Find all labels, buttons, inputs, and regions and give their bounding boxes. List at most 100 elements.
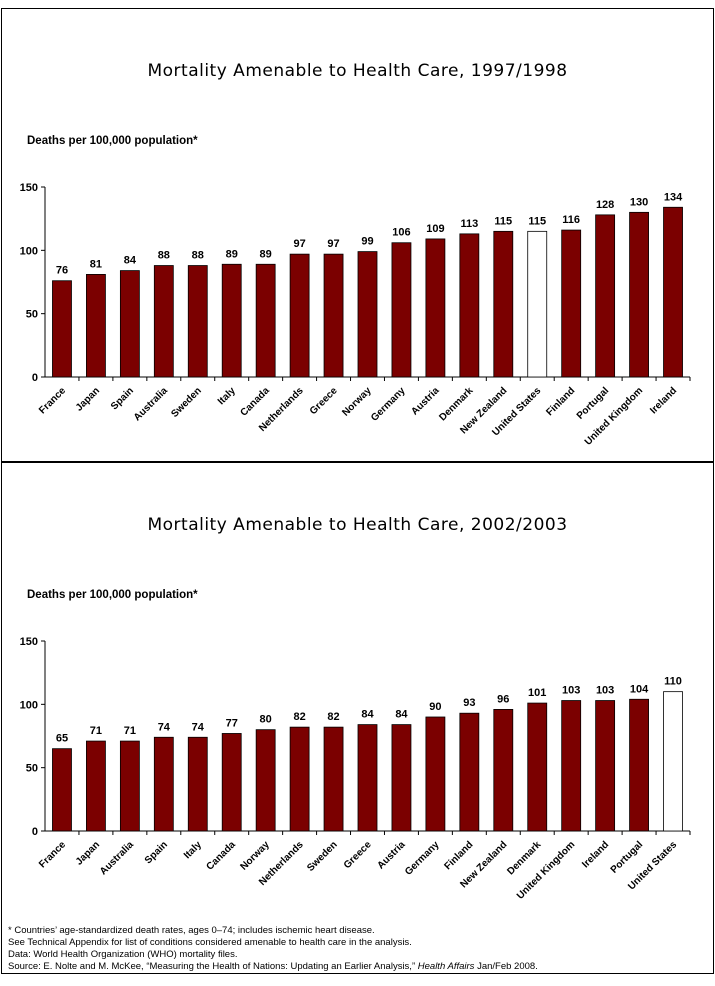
value-label-sweden: 82 — [327, 711, 339, 723]
category-label-finland: Finland — [544, 385, 577, 418]
bar-france — [52, 280, 72, 378]
value-label-canada: 89 — [260, 248, 272, 260]
value-label-ireland: 103 — [596, 685, 614, 697]
bar-netherlands — [289, 253, 310, 378]
footnotes: * Countries’ age-standardized death rate… — [8, 925, 708, 973]
bar-norway — [255, 729, 276, 832]
value-label-new-zealand: 115 — [494, 215, 512, 227]
bar-austria — [425, 238, 446, 378]
category-label-italy: Italy — [216, 385, 238, 407]
bar-new-zealand — [493, 709, 514, 832]
category-label-austria: Austria — [409, 385, 441, 417]
y-tick-label: 0 — [32, 826, 38, 838]
bar-denmark — [527, 702, 548, 832]
category-label-canada: Canada — [205, 839, 239, 873]
bar-spain — [119, 270, 140, 378]
bar-chart-2002-2003: 0 50 100 150 65 France 71 Japan 71 Australia 74 Spa… — [20, 636, 691, 902]
value-label-canada: 77 — [226, 717, 238, 729]
value-label-united-kingdom: 103 — [562, 685, 580, 697]
bar-ireland — [595, 700, 616, 832]
footnote-source: Source: E. Nolte and M. McKee, “Measurin… — [8, 961, 708, 973]
value-label-denmark: 113 — [460, 218, 478, 230]
chart-title: Mortality Amenable to Health Care, 2002/… — [147, 515, 568, 535]
source-date: Jan/Feb 2008. — [474, 961, 538, 972]
bar-united-kingdom — [629, 211, 649, 378]
value-label-germany: 90 — [429, 701, 441, 713]
value-label-australia: 88 — [158, 250, 170, 262]
category-label-united-kingdom: United Kingdom — [583, 385, 645, 447]
y-tick-label: 100 — [20, 699, 38, 711]
value-label-italy: 89 — [226, 248, 238, 260]
bar-greece — [323, 253, 344, 378]
category-label-sweden: Sweden — [169, 385, 204, 420]
bar-japan — [86, 740, 106, 832]
category-label-greece: Greece — [342, 839, 374, 871]
value-label-denmark: 101 — [528, 687, 546, 699]
bar-norway — [357, 251, 378, 378]
value-label-portugal: 104 — [630, 683, 649, 695]
category-label-japan: Japan — [74, 385, 102, 413]
value-label-spain: 84 — [124, 255, 137, 267]
category-label-germany: Germany — [369, 385, 408, 424]
bar-japan — [86, 274, 106, 378]
category-label-greece: Greece — [308, 385, 340, 417]
value-label-netherlands: 82 — [293, 711, 305, 723]
value-label-sweden: 88 — [192, 250, 204, 262]
bar-australia — [153, 265, 174, 378]
value-label-netherlands: 97 — [293, 238, 305, 250]
value-label-spain: 74 — [158, 721, 171, 733]
y-axis-label: Deaths per 100,000 population* — [27, 135, 198, 147]
value-label-austria: 84 — [395, 709, 408, 721]
footnote-data: Data: World Health Organization (WHO) mo… — [8, 949, 238, 960]
value-label-new-zealand: 96 — [497, 693, 509, 705]
category-label-france: France — [37, 839, 68, 870]
category-label-austria: Austria — [375, 839, 407, 871]
y-tick-label: 150 — [20, 636, 38, 648]
bar-netherlands — [289, 726, 310, 832]
value-label-united-states: 110 — [664, 676, 682, 688]
bar-germany — [425, 716, 446, 832]
bar-finland — [561, 229, 582, 378]
value-label-france: 76 — [56, 265, 68, 277]
value-label-portugal: 128 — [596, 199, 614, 211]
category-label-sweden: Sweden — [305, 839, 340, 874]
bar-united-states — [527, 230, 548, 378]
category-label-norway: Norway — [238, 839, 272, 873]
bar-canada — [221, 733, 242, 832]
category-label-spain: Spain — [143, 839, 170, 866]
value-label-greece: 84 — [361, 709, 374, 721]
bar-portugal — [595, 214, 616, 378]
category-label-ireland: Ireland — [648, 385, 679, 416]
bar-finland — [459, 712, 480, 832]
value-label-germany: 106 — [392, 227, 410, 239]
value-label-france: 65 — [56, 733, 68, 745]
value-label-japan: 81 — [90, 258, 102, 270]
category-label-france: France — [37, 385, 68, 416]
value-label-united-states: 115 — [528, 215, 546, 227]
value-label-italy: 74 — [192, 721, 205, 733]
y-tick-label: 100 — [20, 245, 38, 257]
category-label-australia: Australia — [132, 385, 170, 423]
value-label-japan: 71 — [90, 725, 102, 737]
category-label-finland: Finland — [443, 839, 476, 872]
bar-canada — [255, 263, 276, 378]
bar-austria — [391, 724, 412, 832]
bar-france — [52, 748, 72, 832]
value-label-ireland: 134 — [664, 191, 683, 203]
bar-sweden — [323, 726, 344, 832]
category-label-japan: Japan — [74, 839, 102, 867]
category-label-italy: Italy — [182, 839, 204, 861]
value-label-finland: 93 — [463, 697, 475, 709]
bar-italy — [187, 736, 208, 832]
category-label-australia: Australia — [98, 839, 136, 877]
y-axis-label: Deaths per 100,000 population* — [27, 589, 198, 601]
y-tick-label: 50 — [26, 309, 38, 321]
bar-italy — [221, 263, 242, 378]
value-label-norway: 99 — [361, 236, 373, 248]
value-label-austria: 109 — [426, 223, 444, 235]
bar-portugal — [629, 698, 649, 832]
category-label-norway: Norway — [340, 385, 374, 419]
value-label-norway: 80 — [260, 714, 272, 726]
bar-germany — [391, 242, 412, 378]
source-journal: Health Affairs — [417, 961, 475, 972]
